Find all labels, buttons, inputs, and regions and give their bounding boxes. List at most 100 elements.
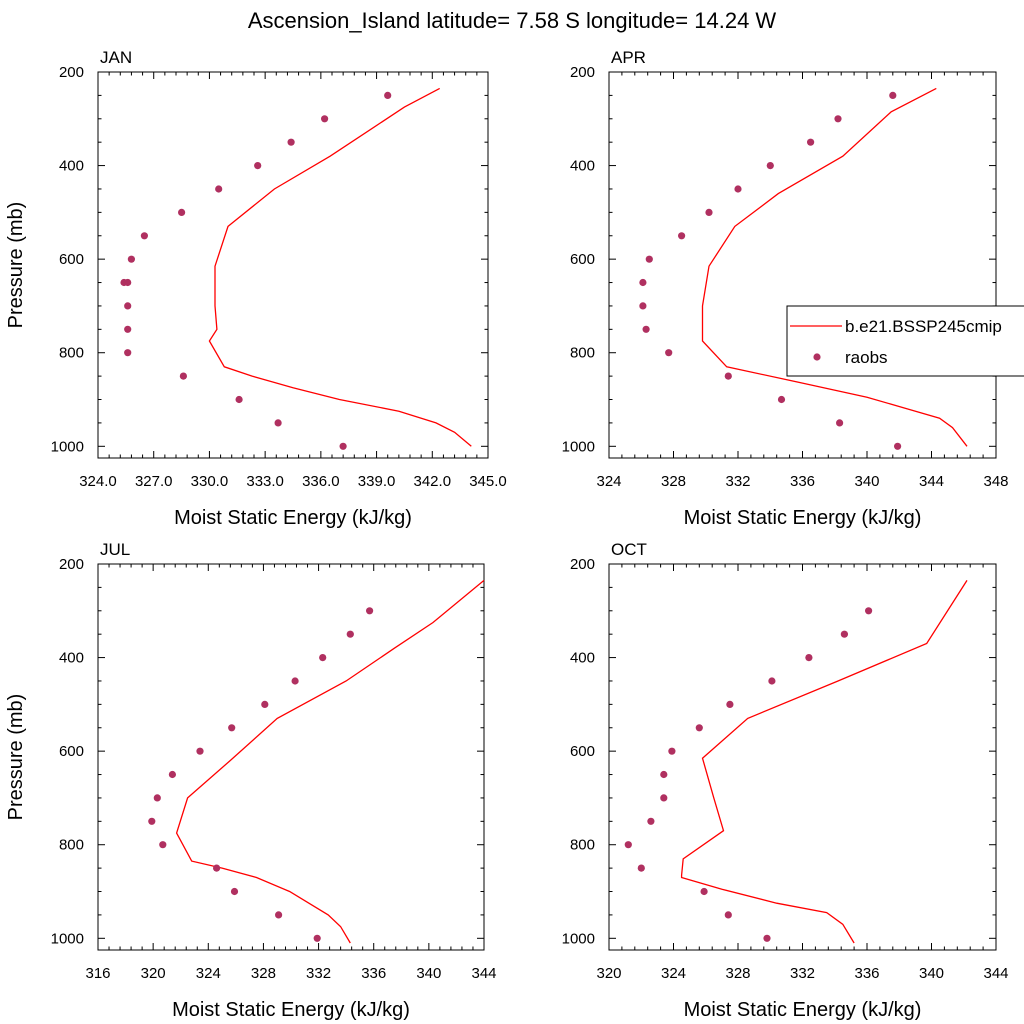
panel-oct-model-line <box>680 580 968 944</box>
panel-oct-raobs-point <box>668 747 676 755</box>
panel-jan-raobs-point <box>215 185 223 193</box>
panel-apr-ytick-label: 1000 <box>562 438 595 455</box>
panel-oct-xtick-label: 344 <box>983 965 1008 982</box>
panel-oct-raobs-point <box>695 724 703 732</box>
panel-apr-raobs-point <box>639 302 647 310</box>
panel-jul-ylabel: Pressure (mb) <box>5 694 27 821</box>
panel-jul-raobs-point <box>228 724 236 732</box>
panel-apr-xtick-label: 348 <box>983 473 1008 490</box>
panel-jul-ytick-label: 400 <box>59 650 84 667</box>
panel-apr-raobs-point <box>834 115 842 123</box>
panel-apr-xtick-label: 340 <box>854 473 879 490</box>
panel-apr-raobs-point <box>836 419 844 427</box>
panel-jul-raobs-point <box>148 817 156 825</box>
panel-jul-plot-frame <box>97 563 485 951</box>
panel-oct-xlabel: Moist Static Energy (kJ/kg) <box>684 999 922 1021</box>
panel-apr-raobs-point <box>639 278 647 287</box>
panel-jul-raobs-point <box>275 911 283 919</box>
panel-jul-raobs-point <box>159 841 167 849</box>
panel-jul-xtick-label: 324 <box>196 965 221 982</box>
panel-apr-model-line <box>701 87 968 447</box>
panel-jan: 324.0 327.0 330.0 333.0 336.0 339.0 342.0 345.0… <box>5 48 507 529</box>
panel-jan-xtick-label: 345.0 <box>469 473 507 490</box>
panel-oct-xtick-label: 340 <box>919 965 944 982</box>
figure-title: Ascension_Island latitude= 7.58 S longit… <box>248 8 777 33</box>
panel-jan-ytick-label: 600 <box>59 251 84 268</box>
panel-oct-ytick-label: 800 <box>570 837 595 854</box>
panel-jan-xtick-label: 324.0 <box>79 473 117 490</box>
panel-apr-raobs-point <box>645 255 653 263</box>
panel-jan-ytick-label: 1000 <box>51 438 84 455</box>
panel-jul-xtick-label: 332 <box>306 965 331 982</box>
panel-jan-xtick-label: 336.0 <box>302 473 340 490</box>
panel-jan-model-line <box>208 87 472 447</box>
panel-jan-raobs-point <box>274 419 282 427</box>
panel-jul-raobs-point <box>261 700 269 709</box>
panel-jan-raobs-point <box>287 138 295 146</box>
panel-jan-xtick-label: 333.0 <box>246 473 284 490</box>
panel-jan-raobs-point <box>179 372 187 380</box>
panel-apr: 324 328 332 336 340 344 348 200 400 600 800 1000 APR… <box>562 48 1009 529</box>
panel-apr-plot-frame <box>608 71 997 459</box>
panel-apr-raobs-point <box>724 372 732 380</box>
panel-jul-xtick-label: 336 <box>361 965 386 982</box>
panel-oct-ytick-label: 1000 <box>562 930 595 947</box>
panel-jan-raobs-point <box>254 162 262 170</box>
panel-oct-xtick-label: 332 <box>790 965 815 982</box>
panel-jul-raobs-point <box>168 770 176 779</box>
panel-oct-raobs-point <box>637 864 645 872</box>
panel-jan-xtick-label: 327.0 <box>135 473 173 490</box>
panel-jul-raobs-point <box>213 864 221 872</box>
panel-oct-xtick-label: 324 <box>661 965 686 982</box>
panel-jan-raobs-point <box>124 302 132 310</box>
legend-label-model: b.e21.BSSP245cmip <box>845 317 1002 336</box>
panel-jul-ytick-label: 200 <box>59 556 84 573</box>
panel-jan-raobs-point <box>321 115 329 123</box>
panel-oct: 320 324 328 332 336 340 344 200 400 600 800 1000 OCT… <box>562 540 1009 1021</box>
panel-apr-ytick-label: 800 <box>570 345 595 362</box>
panel-oct-xtick-label: 336 <box>854 965 879 982</box>
panel-oct-raobs-point <box>624 841 632 849</box>
legend-label-raobs: raobs <box>845 348 888 367</box>
panel-oct-raobs-point <box>724 911 732 919</box>
legend-box <box>786 305 1024 377</box>
panel-jul-title: JUL <box>100 540 130 559</box>
panel-oct-raobs-point <box>865 607 873 615</box>
panel-jul-xtick-label: 328 <box>251 965 276 982</box>
panel-jan-raobs-point <box>384 91 392 99</box>
panel-jan-xtick-label: 330.0 <box>191 473 229 490</box>
panels-group: 324.0 327.0 330.0 333.0 336.0 339.0 342.0 345.0… <box>5 48 1009 1021</box>
panel-jul: 316 320 324 328 332 336 340 344 200 400 600 800 1000… <box>5 540 497 1021</box>
panel-apr-ytick-label: 400 <box>570 158 595 175</box>
panel-apr-raobs-point <box>734 185 742 193</box>
panel-oct-raobs-point <box>840 630 849 638</box>
panel-jan-raobs-point <box>339 442 347 450</box>
panel-jan-raobs-point <box>235 395 243 404</box>
panel-oct-raobs-point <box>700 887 708 896</box>
panel-apr-raobs-point <box>705 208 713 216</box>
panel-jul-raobs-point <box>291 677 299 685</box>
panel-apr-ytick-label: 600 <box>570 251 595 268</box>
panel-jan-xtick-label: 339.0 <box>358 473 396 490</box>
panel-jan-xlabel: Moist Static Energy (kJ/kg) <box>174 507 412 529</box>
panel-oct-xtick-label: 328 <box>725 965 750 982</box>
panel-jul-xtick-label: 340 <box>416 965 441 982</box>
panel-oct-raobs-point <box>660 770 668 779</box>
panel-oct-raobs-point <box>768 677 776 685</box>
panel-jan-ytick-label: 400 <box>59 158 84 175</box>
panel-apr-raobs-point <box>894 442 902 450</box>
legend: b.e21.BSSP245cmip raobs <box>786 305 1024 377</box>
panel-apr-raobs-point <box>777 395 786 404</box>
panel-apr-raobs-point <box>807 138 815 146</box>
panel-jul-raobs-point <box>196 747 204 755</box>
panel-jul-xtick-label: 316 <box>85 965 110 982</box>
panel-jan-xtick-label: 342.0 <box>414 473 452 490</box>
panel-jul-xtick-label: 344 <box>471 965 496 982</box>
panel-oct-plot-frame <box>608 563 997 951</box>
panel-jan-ylabel: Pressure (mb) <box>5 202 27 329</box>
panel-jul-raobs-point <box>313 934 321 942</box>
panel-jan-title: JAN <box>100 48 132 67</box>
panel-oct-ytick-label: 200 <box>570 556 595 573</box>
panel-apr-xtick-label: 328 <box>661 473 686 490</box>
panel-jul-model-line <box>175 579 485 944</box>
